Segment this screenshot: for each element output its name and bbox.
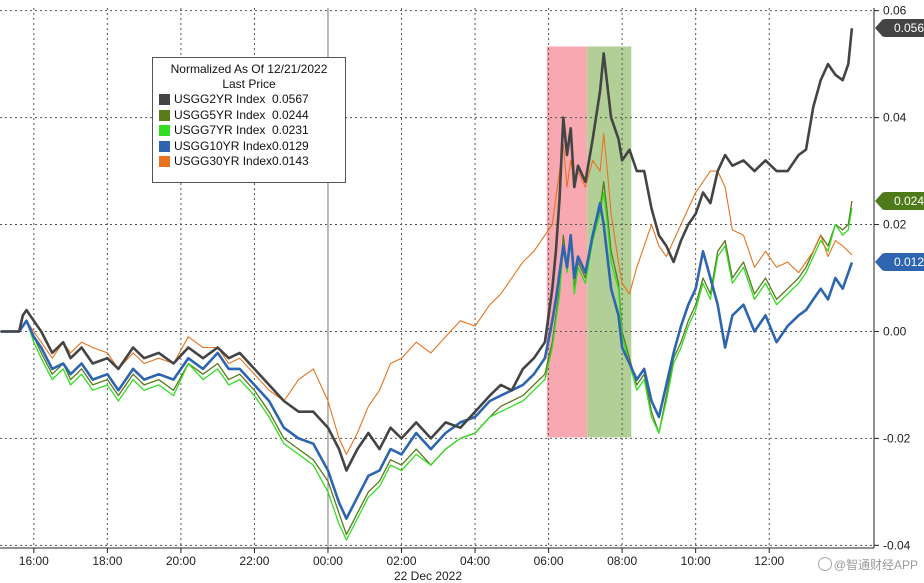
- y-tick-label: 0.00: [883, 324, 907, 338]
- legend-entry: USGG10YR Index 0.0129: [159, 139, 339, 155]
- y-tick-label: 0.04: [883, 111, 907, 125]
- x-tick-label: 16:00: [19, 554, 49, 568]
- legend-last-price: 0.0567: [272, 92, 309, 106]
- legend: Normalized As Of 12/21/2022 Last Price U…: [152, 57, 346, 183]
- legend-entry: USGG7YR Index 0.0231: [159, 123, 339, 139]
- last-value-tag: 0.0567: [875, 19, 924, 38]
- legend-swatch: [159, 140, 170, 152]
- x-tick-label: 04:00: [460, 554, 490, 568]
- series-line-usgg7yr-index: [0, 191, 853, 541]
- legend-series-name: USGG10YR Index: [174, 138, 273, 153]
- watermark: @智通财经APP: [817, 556, 918, 573]
- legend-subtitle: Last Price: [222, 77, 276, 91]
- legend-series-name: USGG7YR Index: [174, 123, 266, 137]
- legend-swatch: [159, 125, 170, 137]
- legend-last-price: 0.0129: [272, 138, 309, 153]
- legend-swatch: [159, 109, 170, 121]
- legend-entries: USGG2YR Index 0.0567 USGG5YR Index 0.0244 US…: [159, 92, 339, 170]
- axes: [0, 8, 875, 549]
- legend-series-name: USGG5YR Index: [174, 107, 266, 122]
- series-line-usgg10yr-index: [0, 201, 854, 520]
- x-tick-label: 10:00: [681, 554, 711, 568]
- series-line-usgg2yr-index: [0, 28, 854, 472]
- legend-entry: USGG30YR Index 0.0143: [159, 154, 339, 170]
- legend-entry: USGG2YR Index 0.0567: [159, 92, 339, 108]
- series-line-usgg30yr-index: [0, 133, 853, 455]
- legend-last-price: 0.0143: [272, 154, 309, 168]
- x-tick-label: 08:00: [607, 554, 637, 568]
- x-tick-label: 18:00: [92, 554, 122, 568]
- last-value-tag: 0.0129: [875, 253, 924, 272]
- legend-series-name: USGG2YR Index: [174, 92, 266, 106]
- last-value-tag: 0.0244: [875, 192, 924, 210]
- x-tick-label: 22:00: [239, 554, 269, 568]
- legend-last-price: 0.0231: [272, 123, 309, 137]
- legend-entry: USGG5YR Index 0.0244: [159, 108, 339, 124]
- series-lines: [0, 28, 854, 541]
- legend-last-price: 0.0244: [272, 107, 309, 122]
- x-tick-label: 20:00: [166, 554, 196, 568]
- legend-swatch: [159, 94, 170, 106]
- x-tick-label: 06:00: [534, 554, 564, 568]
- x-tick-label: 00:00: [313, 554, 343, 568]
- legend-swatch: [159, 156, 170, 168]
- series-line-usgg5yr-index: [0, 181, 853, 536]
- x-axis-ticks: 16:00 18:00 20:00 22:00 00:00 02:00 04:00 06:00…: [19, 548, 785, 568]
- x-axis-date-label: 22 Dec 2022: [394, 569, 462, 583]
- x-tick-label: 12:00: [754, 554, 784, 568]
- y-tick-label: -0.02: [883, 431, 911, 445]
- shaded-regions: [546, 46, 632, 438]
- y-axis-ticks: 0.06 0.04 0.02 0.00 -0.02 -0.04: [874, 4, 911, 552]
- y-tick-label: 0.02: [883, 218, 907, 232]
- y-tick-label: 0.06: [883, 4, 907, 18]
- gridlines: [0, 8, 874, 548]
- y-tick-label: -0.04: [883, 538, 911, 552]
- x-tick-label: 02:00: [387, 554, 417, 568]
- shaded-region-1: [546, 46, 588, 438]
- watermark-logo-icon: [817, 557, 832, 571]
- legend-title: Normalized As Of 12/21/2022: [170, 62, 328, 76]
- legend-series-name: USGG30YR Index: [174, 154, 273, 168]
